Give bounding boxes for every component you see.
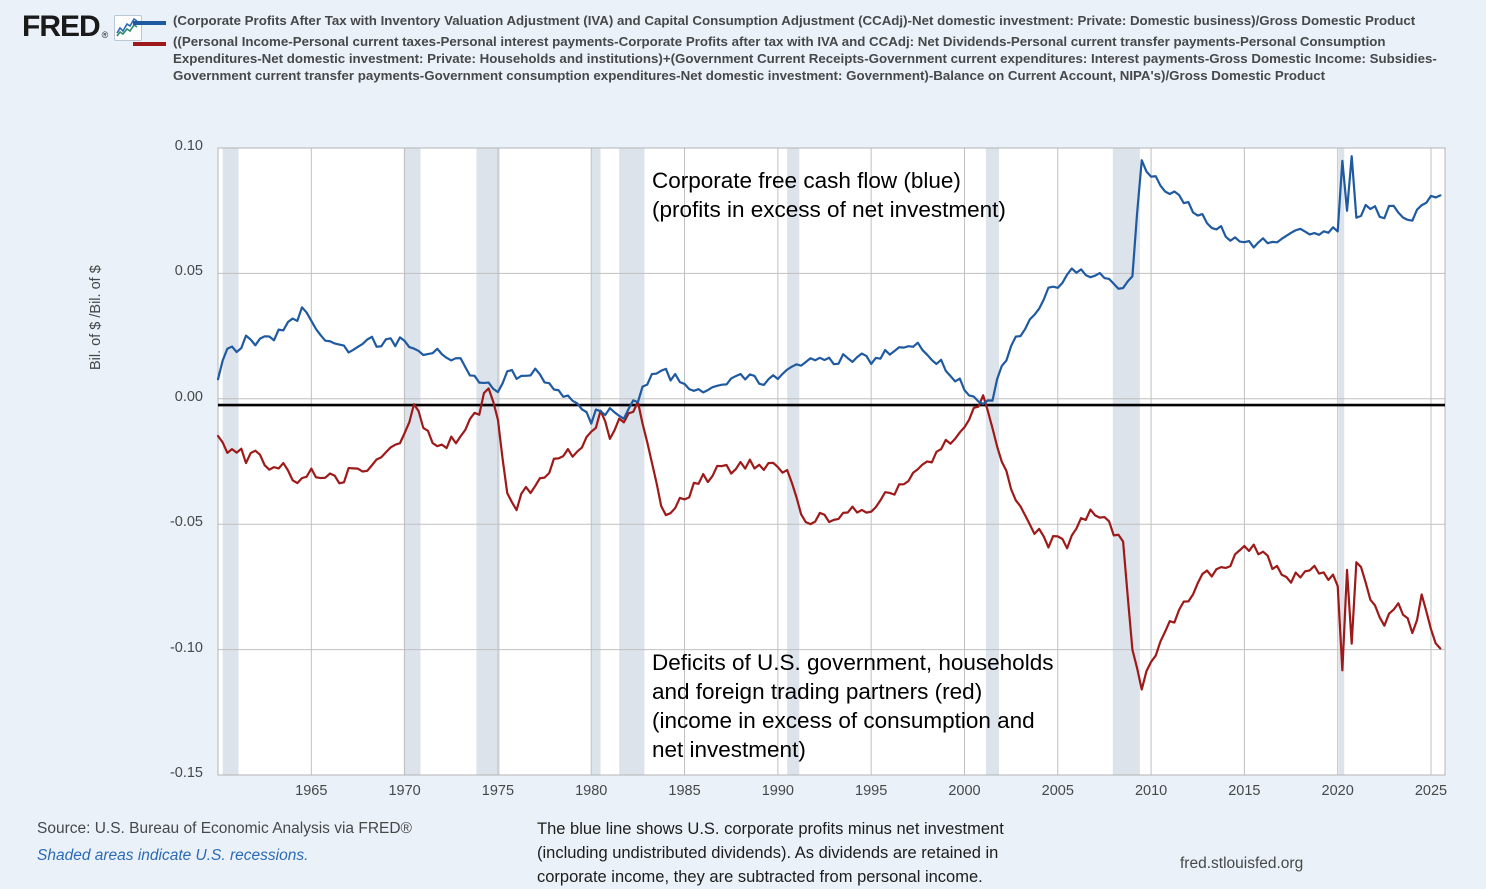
y-axis-tick: 0.10 bbox=[174, 138, 203, 154]
y-axis-tick: -0.05 bbox=[169, 514, 203, 531]
legend-item-blue[interactable]: (Corporate Profits After Tax with Invent… bbox=[133, 12, 1473, 29]
y-axis-tick: -0.10 bbox=[169, 639, 203, 656]
legend-item-red[interactable]: ((Personal Income-Personal current taxes… bbox=[133, 33, 1473, 84]
source-line: Source: U.S. Bureau of Economic Analysis… bbox=[37, 820, 412, 837]
x-axis-tick: 2015 bbox=[1228, 783, 1261, 799]
recession-band bbox=[1338, 148, 1345, 775]
y-axis-tick: 0.05 bbox=[174, 263, 203, 280]
y-axis-tick: 0.00 bbox=[174, 388, 203, 405]
x-axis-tick: 2000 bbox=[948, 783, 981, 799]
y-axis-tick: -0.15 bbox=[169, 765, 203, 781]
recession-band bbox=[591, 148, 601, 775]
y-axis-title: Bil. of $ /Bil. of $ bbox=[88, 265, 104, 370]
legend-label-red: ((Personal Income-Personal current taxes… bbox=[173, 34, 1437, 83]
recession-band bbox=[1112, 148, 1140, 775]
recession-band bbox=[476, 148, 500, 775]
x-axis-tick: 1975 bbox=[481, 783, 515, 799]
recession-band bbox=[403, 148, 421, 775]
x-axis-tick: 1965 bbox=[295, 783, 328, 799]
x-axis-tick: 1990 bbox=[761, 783, 794, 799]
recession-band bbox=[222, 148, 239, 775]
explanatory-note: The blue line shows U.S. corporate profi… bbox=[537, 820, 1004, 886]
x-axis-tick: 2010 bbox=[1134, 783, 1168, 799]
x-axis-tick: 1980 bbox=[575, 783, 608, 799]
legend: (Corporate Profits After Tax with Invent… bbox=[133, 12, 1473, 88]
legend-swatch-blue-icon bbox=[133, 21, 166, 25]
legend-swatch-red-icon bbox=[133, 42, 166, 46]
series-line-red[interactable] bbox=[216, 387, 1442, 691]
fred-wordmark: FRED bbox=[22, 10, 101, 43]
x-axis-tick: 1995 bbox=[855, 783, 888, 799]
x-axis-tick: 1985 bbox=[668, 783, 701, 799]
recession-band bbox=[619, 148, 645, 775]
recession-note: Shaded areas indicate U.S. recessions. bbox=[37, 847, 309, 864]
x-axis-tick: 1970 bbox=[388, 783, 421, 799]
fred-url: fred.stlouisfed.org bbox=[1180, 855, 1304, 872]
legend-label-blue: (Corporate Profits After Tax with Invent… bbox=[173, 13, 1416, 28]
fred-registered-mark: ® bbox=[101, 30, 109, 40]
line-chart-icon bbox=[114, 15, 143, 41]
chart-footer: Source: U.S. Bureau of Economic Analysis… bbox=[0, 806, 1486, 889]
x-axis-tick: 2025 bbox=[1414, 783, 1448, 799]
annotation-blue-series: Corporate free cash flow (blue) (profits… bbox=[652, 168, 1006, 222]
annotation-red-series: Deficits of U.S. government, households … bbox=[652, 650, 1054, 762]
fred-logo: FRED ® bbox=[22, 10, 143, 44]
x-axis-tick: 2005 bbox=[1041, 783, 1074, 799]
chart-header: FRED ® (Corporate Profits After Tax with… bbox=[0, 0, 1486, 140]
x-axis-tick: 2020 bbox=[1321, 783, 1354, 799]
